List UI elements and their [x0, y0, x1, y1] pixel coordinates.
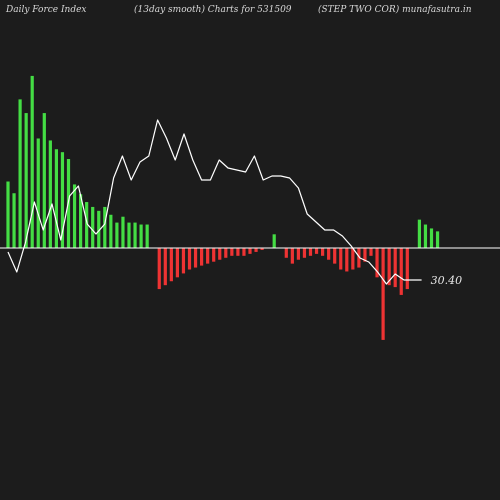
force-index-bar	[357, 248, 361, 268]
force-index-bar	[187, 248, 192, 270]
force-index-bar	[260, 248, 264, 250]
chart-header-left: Daily Force Index	[5, 5, 87, 15]
force-index-bar	[387, 248, 391, 286]
force-index-bar	[42, 113, 46, 248]
force-index-bar	[363, 248, 367, 262]
force-index-bar	[54, 149, 58, 248]
force-index-bar	[157, 248, 161, 290]
force-index-bar	[6, 181, 10, 248]
force-index-bar	[333, 248, 337, 264]
force-index-bar	[60, 152, 65, 248]
force-index-bar	[72, 184, 77, 248]
force-index-bar	[206, 248, 210, 264]
force-index-bar	[417, 219, 421, 248]
force-index-bar	[139, 224, 143, 248]
force-index-bar	[12, 193, 16, 248]
force-index-bar	[79, 194, 83, 248]
force-index-bar	[284, 248, 288, 258]
force-index-bar	[91, 206, 95, 248]
force-index-bar	[339, 248, 343, 270]
force-index-bar	[290, 248, 294, 264]
force-index-bar	[145, 224, 149, 248]
force-index-bar	[405, 248, 409, 290]
force-index-bar	[393, 248, 397, 288]
force-index-bar	[351, 248, 355, 270]
force-index-bar	[435, 231, 440, 248]
force-index-bar	[121, 216, 125, 248]
force-index-bar	[308, 248, 313, 256]
force-index-bar	[381, 248, 385, 340]
force-index-bar	[272, 234, 276, 248]
force-index-bars	[6, 75, 440, 340]
force-index-bar	[30, 75, 34, 248]
force-index-bar	[193, 248, 198, 268]
force-index-bar	[169, 248, 173, 282]
force-index-bar	[375, 248, 379, 278]
force-index-bar	[127, 222, 131, 248]
chart-header-center: (13day smooth) Charts for 531509	[134, 4, 292, 15]
force-index-bar	[181, 248, 186, 274]
force-index-bar	[242, 248, 246, 256]
last-value-label: 30.40	[431, 274, 463, 287]
chart-header-right: (STEP TWO COR) munafasutra.in	[318, 4, 472, 15]
force-index-bar	[103, 206, 107, 248]
smooth-line	[7, 119, 422, 285]
force-index-bar	[236, 248, 240, 256]
force-index-bar	[85, 202, 89, 248]
force-index-bar	[224, 248, 228, 258]
force-index-bar	[321, 248, 325, 256]
force-index-bar	[48, 140, 52, 248]
force-index-bar	[218, 248, 222, 260]
force-index-bar	[212, 248, 216, 262]
force-index-bar	[296, 248, 300, 260]
force-index-bar	[36, 138, 40, 248]
force-index-bar	[24, 113, 28, 248]
force-index-bar	[423, 224, 428, 248]
force-index-bar	[327, 248, 331, 260]
force-index-bar	[345, 248, 349, 272]
force-index-bar	[314, 248, 319, 254]
force-index-bar	[200, 248, 204, 266]
force-index-bar	[18, 99, 22, 248]
force-index-bar	[133, 222, 137, 248]
force-index-bar	[230, 248, 234, 256]
force-index-bar	[175, 248, 179, 278]
force-index-bar	[97, 210, 101, 248]
force-index-bar	[109, 214, 113, 248]
force-index-bar	[369, 248, 373, 256]
force-index-bar	[163, 248, 167, 286]
force-index-bar	[248, 248, 252, 254]
force-index-bar	[399, 248, 403, 295]
force-index-bar	[115, 222, 119, 248]
force-index-bar	[429, 228, 434, 248]
force-index-bar	[302, 248, 307, 258]
force-index-bar	[254, 248, 258, 252]
